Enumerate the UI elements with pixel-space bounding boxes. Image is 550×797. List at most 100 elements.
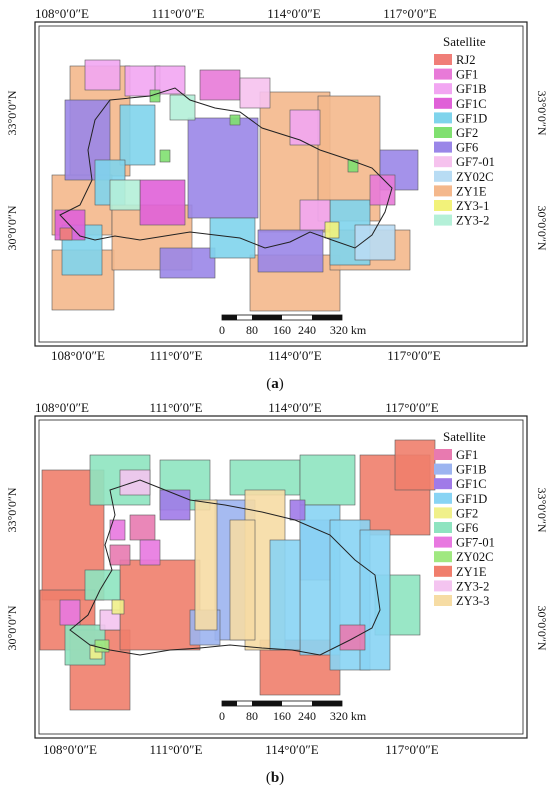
legend-swatch (434, 83, 452, 95)
tile-gf6 (299, 454, 356, 506)
scale-label: 80 (246, 323, 258, 337)
legend-label: ZY3-1 (456, 199, 489, 213)
tile-gf2 (111, 599, 125, 615)
legend-label: GF1C (456, 97, 487, 111)
x-tick-top: 108°0′0″E (35, 6, 89, 21)
x-tick-bottom: 111°0′0″E (150, 348, 203, 363)
legend-swatch (434, 478, 452, 490)
legend-label: ZY1E (456, 565, 487, 579)
x-tick-bottom: 114°0′0″E (265, 742, 318, 757)
legend-label: GF1D (456, 111, 487, 125)
legend-label: GF6 (456, 141, 478, 155)
legend-label: ZY3-3 (456, 594, 489, 608)
legend-swatch (434, 522, 452, 533)
tile-gf1b (289, 109, 321, 146)
scale-label: 0 (219, 323, 225, 337)
legend-swatch (434, 200, 452, 211)
tile-gf1c (289, 499, 306, 521)
scale-bar: 0 80 160 240 320 km (219, 700, 367, 723)
tile-gf1d (269, 539, 301, 651)
legend-label: ZY3-2 (456, 579, 489, 593)
legend-swatch (434, 214, 452, 226)
x-tick-top: 114°0′0″E (267, 6, 320, 21)
legend: Satellite RJ2GF1GF1BGF1CGF1DGF2GF6GF7-01… (434, 34, 495, 228)
tile-gf7 (239, 77, 271, 109)
tile-gf6 (187, 117, 259, 219)
x-tick-bottom: 117°0′0″E (385, 742, 438, 757)
tile-zy32 (99, 609, 121, 631)
tile-zy32 (109, 179, 141, 211)
y-tick-left: 30°0′0″N (5, 605, 19, 650)
scale-label: 80 (246, 709, 258, 723)
legend-label: GF7-01 (456, 155, 495, 169)
legend-items: GF1GF1BGF1CGF1DGF2GF6GF7-01ZY02CZY1EZY3-… (434, 448, 495, 608)
tile-gf6 (229, 459, 301, 496)
panel-caption: (b) (266, 770, 284, 786)
x-tick-bottom: 111°0′0″E (150, 742, 203, 757)
tile-gf2 (229, 114, 241, 126)
tile-gf1d (209, 217, 256, 259)
tile-gf7 (139, 539, 161, 566)
legend-title: Satellite (443, 429, 486, 444)
legend-swatch (434, 536, 452, 548)
legend-label: GF1 (456, 448, 478, 462)
y-tick-left: 33°0′0″N (5, 90, 19, 135)
scale-label: 320 km (330, 323, 367, 337)
tile-gf1 (339, 624, 366, 651)
coverage-tiles (39, 439, 436, 711)
y-tick-right: 33°0′0″N (535, 487, 549, 532)
legend-swatch (434, 595, 452, 606)
region-boundary (69, 479, 381, 656)
scale-bar: 0 80 160 240 320 km (219, 314, 367, 337)
legend-swatch (434, 185, 452, 197)
legend-swatch (434, 492, 452, 504)
x-tick-bottom: 108°0′0″E (43, 742, 97, 757)
tile-zy33 (194, 499, 218, 631)
x-tick-bottom: 108°0′0″E (51, 348, 105, 363)
legend-label: GF1D (456, 492, 487, 506)
scale-label: 240 (298, 709, 316, 723)
x-tick-top: 111°0′0″E (150, 400, 203, 415)
tile-gf1 (369, 174, 396, 206)
legend-label: GF7-01 (456, 536, 495, 550)
x-tick-top: 108°0′0″E (35, 400, 89, 415)
tile-zy32 (169, 94, 196, 121)
tile-gf1 (129, 514, 156, 541)
y-tick-right: 30°0′0″N (535, 605, 549, 650)
legend-swatch (434, 565, 452, 577)
tile-gf2 (347, 159, 359, 173)
region-boundary (59, 87, 393, 249)
tile-gf6 (159, 247, 216, 279)
scale-label: 0 (219, 709, 225, 723)
tile-rj2 (59, 227, 73, 241)
legend-swatch (434, 127, 452, 138)
panel-a: 108°0′0″E 111°0′0″E 114°0′0″E 117°0′0″E (5, 6, 549, 392)
legend-swatch (434, 97, 452, 109)
scale-label: 320 km (330, 709, 367, 723)
y-tick-right: 33°0′0″N (535, 90, 549, 135)
tile-gf1 (199, 69, 241, 101)
x-tick-top: 114°0′0″E (268, 400, 321, 415)
x-tick-top: 117°0′0″E (383, 6, 436, 21)
legend-swatch (434, 463, 452, 475)
legend-swatch (434, 141, 452, 153)
legend-swatch (434, 507, 452, 519)
legend-label: GF1 (456, 68, 478, 82)
legend-label: GF1B (456, 463, 487, 477)
coverage-tiles (51, 59, 419, 312)
tile-gf6 (257, 229, 324, 273)
x-tick-bottom: 117°0′0″E (387, 348, 440, 363)
legend-swatch (434, 449, 452, 460)
scale-label: 160 (273, 709, 291, 723)
x-tick-bottom: 114°0′0″E (268, 348, 321, 363)
legend-label: RJ2 (456, 53, 475, 67)
legend-swatch (434, 551, 452, 563)
tile-gf7 (59, 599, 81, 626)
legend-label: GF6 (456, 521, 478, 535)
panel-b: 108°0′0″E 111°0′0″E 114°0′0″E 117°0′0″E (5, 400, 549, 786)
legend-label: ZY3-2 (456, 214, 489, 228)
legend-swatch (434, 170, 452, 182)
legend-swatch (434, 156, 452, 168)
y-tick-left: 30°0′0″N (5, 205, 19, 250)
